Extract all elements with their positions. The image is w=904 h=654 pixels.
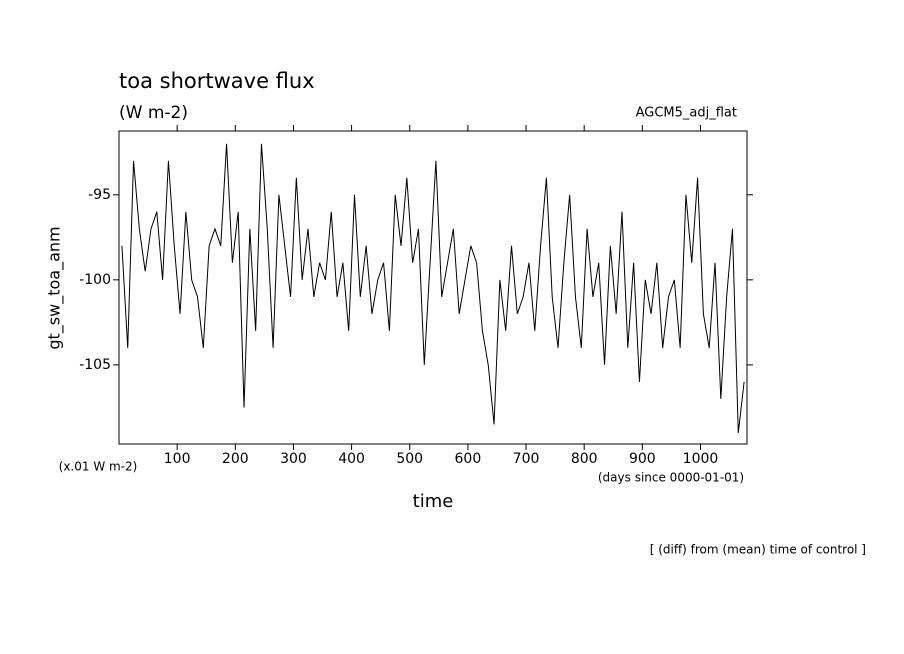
plot-frame — [118, 130, 748, 445]
data-line — [121, 143, 745, 433]
x-tick-label: 1000 — [683, 451, 719, 467]
x-tick-label: 300 — [280, 451, 307, 467]
x-units: (days since 0000-01-01) — [598, 471, 744, 485]
x-tick-label: 200 — [222, 451, 249, 467]
x-tick-label: 900 — [629, 451, 656, 467]
x-tick-label: 800 — [571, 451, 598, 467]
y-axis-label: gt_sw_toa_anm — [45, 226, 65, 349]
x-tick-label: 600 — [455, 451, 482, 467]
x-axis-label: time — [413, 491, 454, 512]
y-tick-label: -105 — [79, 357, 111, 373]
y-tick-label: -100 — [79, 272, 111, 288]
x-tick-label: 100 — [164, 451, 191, 467]
y-tick-label: -95 — [88, 187, 111, 203]
footnote: [ (diff) from (mean) time of control ] — [650, 543, 866, 557]
annotation: AGCM5_adj_flat — [636, 106, 737, 121]
chart-title: toa shortwave flux — [119, 69, 315, 93]
y-units: (x.01 W m-2) — [59, 460, 138, 474]
x-tick-label: 700 — [513, 451, 540, 467]
x-tick-label: 400 — [338, 451, 365, 467]
chart-subtitle: (W m-2) — [119, 103, 188, 123]
x-tick-label: 500 — [396, 451, 423, 467]
